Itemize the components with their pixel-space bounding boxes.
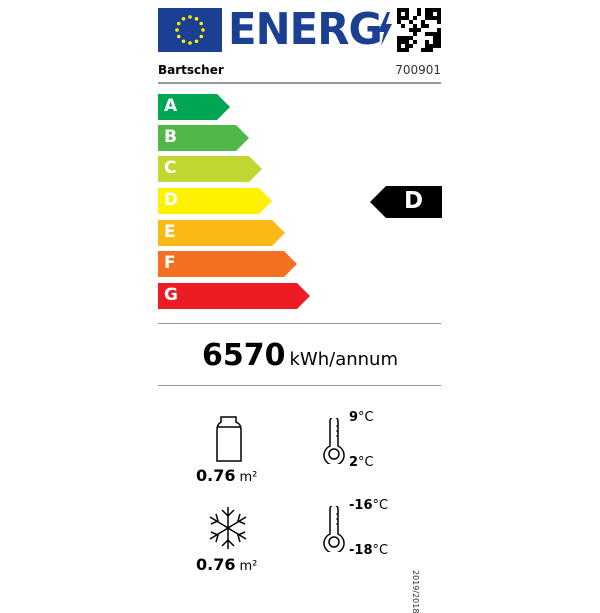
chilled-temp-max: 9°C xyxy=(349,410,374,425)
energy-class-letter: E xyxy=(164,222,176,242)
star-icon xyxy=(201,28,205,32)
rating-arrow xyxy=(370,186,442,218)
divider xyxy=(158,385,441,386)
temp-value: 2 xyxy=(349,455,359,470)
energy-class-bar-c: C xyxy=(158,156,262,182)
frozen-temp-min: -18°C xyxy=(349,543,388,558)
star-icon xyxy=(176,34,181,39)
star-icon xyxy=(181,39,186,44)
frozen-area-unit: m² xyxy=(239,559,258,574)
divider xyxy=(158,82,441,84)
star-icon xyxy=(176,21,181,26)
temp-unit: °C xyxy=(358,410,374,425)
temp-value: 9 xyxy=(349,410,359,425)
frozen-temp-max: -16°C xyxy=(349,498,388,513)
consumption-value: 6570 xyxy=(202,338,286,373)
qr-code-icon[interactable] xyxy=(397,8,441,52)
temp-unit: °C xyxy=(372,543,389,558)
temp-unit: °C xyxy=(372,498,389,513)
star-icon xyxy=(194,16,199,21)
energy-class-bar-a: A xyxy=(158,94,230,120)
energy-class-bar-d: D xyxy=(158,188,272,214)
chilled-temp-min: 2°C xyxy=(349,455,374,470)
chilled-area: 0.76 m² xyxy=(196,466,257,485)
snowflake-icon xyxy=(209,507,247,549)
energy-class-bar-e: E xyxy=(158,220,285,246)
energy-class-bar-f: F xyxy=(158,251,297,277)
thermometer-icon xyxy=(323,506,345,552)
consumption-unit: kWh/annum xyxy=(289,349,398,370)
energy-class-letter: A xyxy=(164,96,178,116)
star-icon xyxy=(188,15,192,19)
thermometer-icon xyxy=(323,418,345,464)
eu-flag-logo xyxy=(158,8,222,52)
energy-class-bar-g: G xyxy=(158,283,310,309)
rating-class: D xyxy=(404,188,424,214)
supplier-name: Bartscher xyxy=(158,63,224,77)
chilled-area-unit: m² xyxy=(239,470,258,485)
energy-class-bar-b: B xyxy=(158,125,249,151)
star-icon xyxy=(188,41,192,45)
star-icon xyxy=(175,28,179,32)
energy-class-letter: G xyxy=(164,285,178,305)
frozen-area: 0.76 m² xyxy=(196,555,257,574)
regulation-number: 2019/2018 xyxy=(411,570,420,613)
star-icon xyxy=(199,34,204,39)
energy-logo-text: ENERG xyxy=(228,4,383,55)
temp-unit: °C xyxy=(358,455,374,470)
energy-class-letter: D xyxy=(164,190,179,210)
lightning-icon xyxy=(378,12,392,46)
star-icon xyxy=(181,16,186,21)
temp-value: -16 xyxy=(349,498,373,513)
chilled-compartment-icon xyxy=(216,416,242,462)
divider xyxy=(158,323,441,324)
energy-class-letter: F xyxy=(164,253,176,273)
star-icon xyxy=(194,39,199,44)
temp-value: -18 xyxy=(349,543,373,558)
energy-class-letter: B xyxy=(164,127,177,147)
energy-class-letter: C xyxy=(164,158,177,178)
energy-consumption: 6570 kWh/annum xyxy=(0,338,600,373)
model-identifier: 700901 xyxy=(395,63,441,77)
chilled-area-value: 0.76 xyxy=(196,466,236,485)
frozen-area-value: 0.76 xyxy=(196,555,236,574)
star-icon xyxy=(199,21,204,26)
